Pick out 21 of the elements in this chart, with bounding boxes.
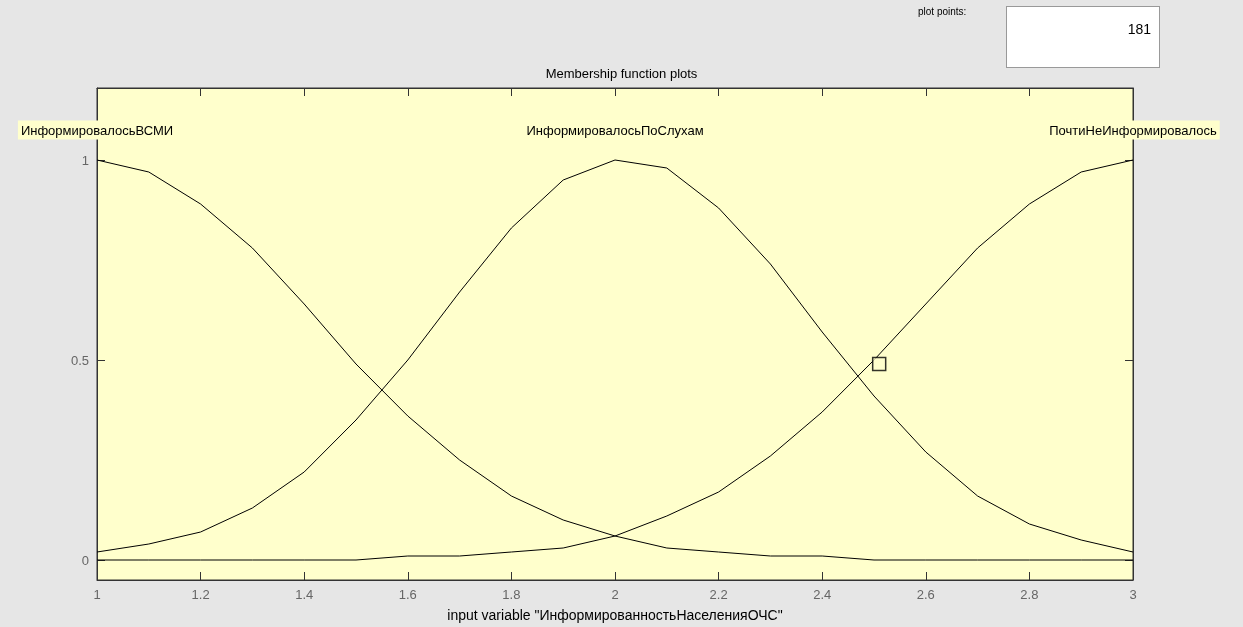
x-tick-label: 2.8 (1020, 587, 1039, 602)
chart-title: Membership function plots (545, 66, 698, 81)
y-tick-label: 1 (81, 152, 89, 168)
x-tick-label: 2.4 (813, 587, 832, 602)
x-axis-title: input variable "ИнформированностьНаселенияОЧС" (447, 607, 783, 623)
x-tick-label: 1.6 (398, 587, 417, 602)
x-tick-label: 2 (611, 587, 619, 602)
x-tick-label: 2.2 (709, 587, 728, 602)
number-field: 181 (1006, 6, 1160, 68)
x-tick-label: 2.6 (916, 587, 935, 602)
y-tick-label: 0.5 (70, 352, 89, 368)
x-tick-label: 1.4 (295, 587, 314, 602)
x-tick-label: 1 (93, 587, 101, 602)
text: plot points: (918, 6, 967, 17)
x-tick-label: 1.2 (191, 587, 210, 602)
x-tick-label: 1.8 (502, 587, 521, 602)
text: ИнформировалосьПоСлухам (526, 122, 704, 138)
y-tick-label: 0 (81, 552, 89, 568)
text: ПочтиНеИнформировалось (1049, 122, 1217, 138)
text: ИнформировалосьВСМИ (20, 122, 174, 138)
x-tick-label: 3 (1129, 587, 1137, 602)
